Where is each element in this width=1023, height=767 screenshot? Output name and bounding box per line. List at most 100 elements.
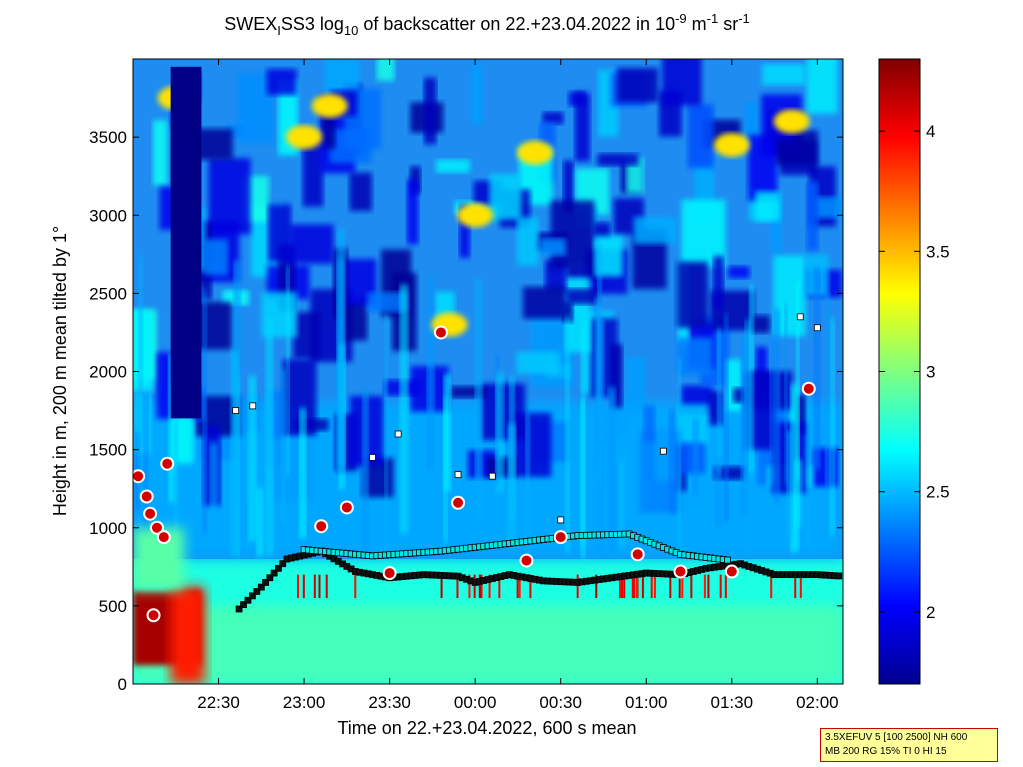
heatmap-cells — [133, 59, 843, 684]
precipitation-marker — [433, 325, 448, 340]
heatmap-cell — [478, 574, 481, 599]
precipitation-marker — [160, 456, 175, 471]
heatmap-cell — [755, 191, 781, 222]
precipitation-marker — [146, 608, 161, 623]
heatmap-cell — [719, 574, 722, 599]
heatmap-cell — [574, 92, 591, 162]
cloud-base-marker — [270, 569, 278, 577]
heatmap-cell — [318, 574, 321, 599]
heatmap-cell — [565, 288, 600, 305]
x-tick-label: 22:30 — [197, 693, 240, 712]
heatmap-cell — [669, 574, 672, 599]
heatmap-cell — [256, 487, 264, 557]
heatmap-cell — [170, 66, 202, 419]
y-axis-label: Height in m, 200 m mean tilted by 1° — [50, 226, 70, 516]
heatmap-cell — [712, 256, 724, 311]
colorbar-tick-label: 2.5 — [926, 483, 950, 502]
heatmap-cell — [170, 587, 205, 684]
heatmap-cell — [692, 418, 699, 496]
heatmap-cell — [435, 159, 470, 173]
processing-info-box: 3.5XEFUV 5 [100 2500] NH 600 MB 200 RG 1… — [820, 728, 998, 762]
x-tick-label: 00:00 — [454, 693, 497, 712]
upper-layer-marker — [796, 313, 804, 321]
heatmap-cell — [677, 337, 713, 376]
heatmap-cell — [635, 574, 638, 599]
heatmap-cell — [367, 292, 407, 313]
precipitation-marker — [673, 564, 688, 579]
heatmap-cell — [690, 574, 693, 599]
y-tick-label: 2000 — [89, 363, 127, 382]
heatmap-cell — [774, 308, 780, 504]
heatmap-cell — [607, 386, 616, 552]
heatmap-cell — [488, 574, 491, 599]
heatmap-cell — [621, 574, 624, 599]
heatmap-cell — [562, 302, 574, 323]
heatmap-cell — [593, 222, 611, 240]
precipitation-marker — [801, 381, 816, 396]
heatmap-cell — [470, 63, 483, 126]
y-axis: 0 500 1000 1500 2000 2500 3000 3500 — [89, 128, 843, 694]
heatmap-cell — [489, 173, 522, 220]
heatmap-cell — [267, 204, 292, 262]
heatmap-cell — [806, 59, 838, 114]
aerosol-layer-markers — [133, 313, 843, 623]
heatmap-cell — [576, 574, 579, 599]
heatmap-cell — [529, 574, 532, 599]
heatmap-cell — [643, 405, 656, 442]
heatmap-cell — [623, 574, 626, 599]
heatmap-cell — [286, 125, 323, 150]
y-tick-label: 1500 — [89, 441, 127, 460]
cloud-base-marker — [835, 572, 843, 580]
heatmap-cell — [741, 335, 749, 517]
heatmap-cell — [650, 574, 653, 599]
heatmap-cell — [653, 574, 656, 599]
heatmap-cell — [769, 337, 774, 481]
heatmap-cell — [539, 238, 566, 256]
x-tick-label: 23:00 — [283, 693, 326, 712]
heatmap-cell — [799, 574, 802, 599]
heatmap-cell — [713, 132, 750, 157]
heatmap-cell — [641, 574, 644, 599]
heatmap-cell — [209, 442, 218, 551]
y-tick-label: 0 — [118, 675, 127, 694]
heatmap-cell — [230, 350, 240, 557]
upper-layer-marker — [369, 454, 376, 461]
heatmap-cell — [202, 289, 207, 534]
cloud-base-marker — [266, 574, 274, 582]
heatmap-cell — [473, 574, 476, 599]
y-tick-label: 500 — [99, 597, 127, 616]
heatmap-cell — [286, 265, 290, 475]
colorbar-tick-label: 4 — [926, 122, 935, 141]
upper-layer-marker — [394, 430, 402, 438]
x-axis-label: Time on 22.+23.04.2022, 600 s mean — [337, 718, 636, 738]
cloud-base-marker — [257, 583, 265, 591]
heatmap-cell — [625, 357, 646, 414]
heatmap-cell — [814, 196, 843, 219]
precipitation-marker — [156, 530, 171, 545]
heatmap-cell — [468, 574, 471, 599]
upper-layer-marker — [488, 472, 496, 480]
y-tick-label: 3000 — [89, 206, 127, 225]
heatmap-cell — [354, 574, 357, 599]
heatmap-cell — [687, 104, 714, 169]
heatmap-cell — [406, 178, 419, 245]
heatmap-cell — [349, 172, 372, 212]
heatmap-cell — [784, 303, 788, 484]
heatmap-cell — [714, 466, 746, 481]
precipitation-marker — [133, 469, 146, 484]
surface-layer-band — [133, 605, 843, 684]
precipitation-marker — [519, 553, 534, 568]
heatmap-cell — [668, 410, 675, 514]
heatmap-cell — [517, 140, 554, 165]
heatmap-cell — [631, 574, 634, 599]
heatmap-cell — [715, 457, 722, 526]
heatmap-cell — [795, 395, 807, 434]
cloud-base-marker — [279, 560, 287, 568]
x-tick-label: 01:00 — [625, 693, 668, 712]
heatmap-cell — [602, 412, 633, 440]
heatmap-cell — [681, 574, 684, 599]
heatmap-cell — [728, 266, 750, 279]
heatmap-cell — [362, 391, 369, 555]
heatmap-cell — [302, 574, 305, 599]
